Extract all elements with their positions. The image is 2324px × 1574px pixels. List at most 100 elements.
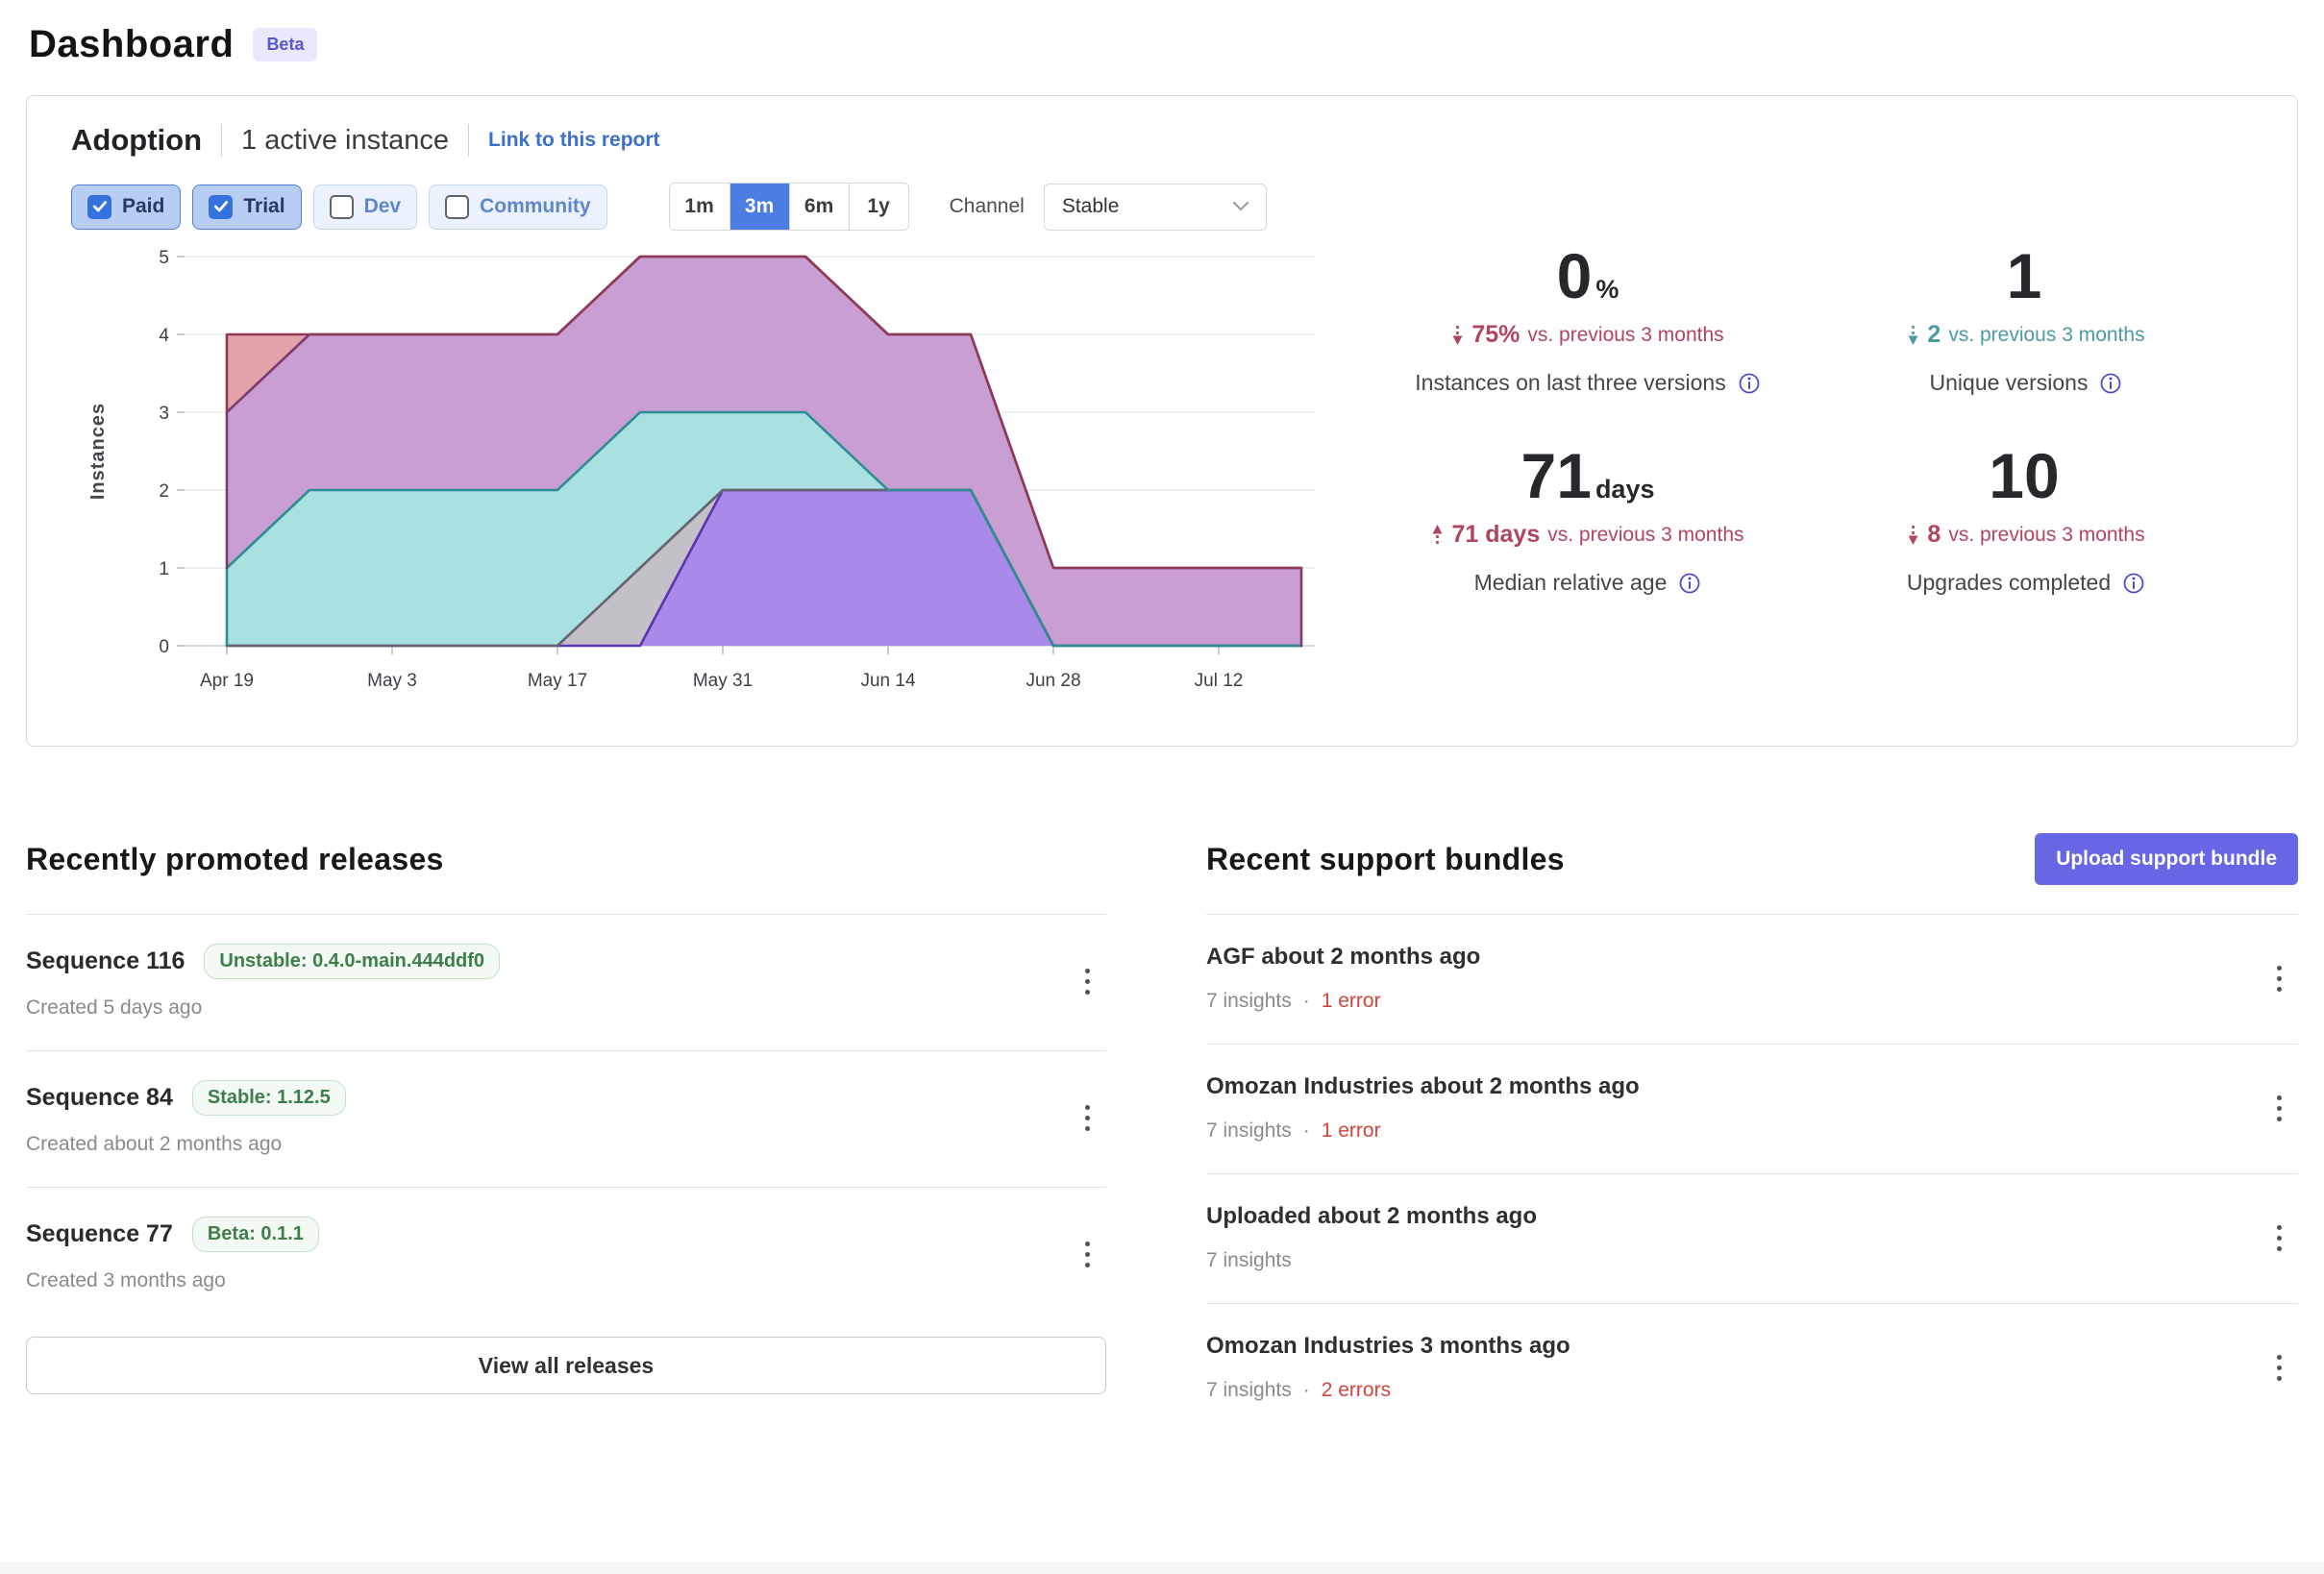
time-range-group: 1m 3m 6m 1y — [668, 183, 909, 231]
checkbox-checked-icon[interactable] — [209, 194, 234, 219]
kebab-menu-icon[interactable] — [2260, 1088, 2298, 1129]
kebab-menu-icon[interactable] — [1068, 961, 1106, 1002]
info-icon[interactable] — [2099, 372, 2122, 395]
svg-text:Jun 28: Jun 28 — [1026, 671, 1080, 691]
stat-label: Upgrades completed — [1906, 570, 2112, 595]
stat-median-relative-age: 71 days 71 days vs. previous 3 months Med… — [1369, 444, 1807, 596]
release-title: Sequence 116 — [26, 947, 185, 974]
svg-text:0: 0 — [159, 637, 169, 657]
dot-separator: · — [1302, 990, 1310, 1012]
svg-text:May 31: May 31 — [693, 671, 753, 691]
kebab-menu-icon[interactable] — [2260, 958, 2298, 999]
range-3m-button[interactable]: 3m — [729, 184, 789, 230]
active-instance-count: 1 active instance — [241, 124, 450, 156]
bundle-row[interactable]: Uploaded about 2 months ago 7 insights · — [1206, 1174, 2298, 1304]
dot-separator: · — [1302, 1379, 1310, 1401]
stat-value: 0% — [1556, 240, 1619, 311]
svg-text:May 17: May 17 — [528, 671, 587, 691]
info-icon[interactable] — [1678, 572, 1701, 595]
checkbox-unchecked-icon[interactable] — [445, 194, 470, 219]
bundle-insights: 7 insights — [1206, 990, 1292, 1012]
bundle-errors: 1 error — [1321, 990, 1381, 1012]
filter-community-label: Community — [480, 195, 591, 217]
svg-text:Apr 19: Apr 19 — [200, 671, 254, 691]
release-row[interactable]: Sequence 84 Stable: 1.12.5 Created about… — [26, 1051, 1106, 1188]
stat-trend: 75% vs. previous 3 months — [1369, 321, 1807, 349]
recently-promoted-releases-section: Recently promoted releases Sequence 116 … — [26, 829, 1106, 1433]
release-row[interactable]: Sequence 116 Unstable: 0.4.0-main.444ddf… — [26, 915, 1106, 1051]
channel-filter: Channel Stable — [950, 183, 1267, 231]
checkbox-unchecked-icon[interactable] — [329, 194, 354, 219]
checkbox-checked-icon[interactable] — [87, 194, 111, 219]
filter-paid[interactable]: Paid — [71, 184, 182, 230]
svg-text:1: 1 — [159, 559, 169, 579]
divider — [221, 124, 223, 157]
bundle-row[interactable]: Omozan Industries 3 months ago 7 insight… — [1206, 1304, 2298, 1433]
stat-trend: 71 days vs. previous 3 months — [1369, 521, 1807, 549]
kebab-menu-icon[interactable] — [1068, 1097, 1106, 1139]
trend-value: 8 — [1927, 521, 1941, 548]
svg-text:Jun 14: Jun 14 — [860, 671, 915, 691]
adoption-stats: 0% 75% vs. previous 3 months Instances o… — [1330, 238, 2264, 728]
upload-support-bundle-button[interactable]: Upload support bundle — [2035, 833, 2298, 885]
filter-dev-label: Dev — [363, 195, 402, 217]
channel-select[interactable]: Stable — [1043, 183, 1267, 231]
trend-arrow-icon — [1432, 525, 1443, 544]
view-all-releases-button[interactable]: View all releases — [26, 1337, 1106, 1394]
filter-row: Paid Trial Dev Community 1m 3m 6m 1y Cha… — [60, 183, 2264, 231]
filter-dev[interactable]: Dev — [312, 184, 418, 230]
divider — [1206, 914, 2298, 915]
release-version-badge: Unstable: 0.4.0-main.444ddf0 — [204, 944, 501, 979]
bundle-insights: 7 insights — [1206, 1119, 1292, 1142]
svg-text:4: 4 — [159, 326, 169, 346]
kebab-menu-icon[interactable] — [2260, 1347, 2298, 1389]
range-1y-button[interactable]: 1y — [848, 184, 908, 230]
bundle-errors: 1 error — [1321, 1119, 1381, 1142]
trend-caption: vs. previous 3 months — [1547, 523, 1744, 546]
svg-text:3: 3 — [159, 404, 169, 424]
release-created: Created 3 months ago — [26, 1269, 226, 1291]
svg-text:2: 2 — [159, 481, 169, 502]
stat-instances-last-three-versions: 0% 75% vs. previous 3 months Instances o… — [1369, 244, 1807, 396]
filter-paid-label: Paid — [122, 195, 165, 217]
stat-trend: 8 vs. previous 3 months — [1807, 521, 2245, 549]
release-created: Created 5 days ago — [26, 996, 203, 1019]
link-to-report[interactable]: Link to this report — [488, 129, 660, 151]
adoption-card-header: Adoption 1 active instance Link to this … — [60, 123, 2264, 158]
kebab-menu-icon[interactable] — [1068, 1234, 1106, 1275]
kebab-menu-icon[interactable] — [2260, 1217, 2298, 1259]
filter-trial[interactable]: Trial — [192, 184, 302, 230]
divider — [26, 914, 1106, 915]
bundle-row[interactable]: AGF about 2 months ago 7 insights · 1 er… — [1206, 915, 2298, 1045]
info-icon[interactable] — [2122, 572, 2145, 595]
release-row[interactable]: Sequence 77 Beta: 0.1.1 Created 3 months… — [26, 1188, 1106, 1323]
filter-community[interactable]: Community — [429, 184, 607, 230]
bundles-heading: Recent support bundles — [1206, 841, 1565, 876]
trend-caption: vs. previous 3 months — [1527, 323, 1724, 346]
bundle-row[interactable]: Omozan Industries about 2 months ago 7 i… — [1206, 1045, 2298, 1174]
release-version-badge: Stable: 1.12.5 — [191, 1080, 346, 1116]
bundle-insights: 7 insights — [1206, 1249, 1292, 1271]
releases-heading: Recently promoted releases — [26, 841, 444, 876]
dot-separator: · — [1302, 1119, 1310, 1142]
stat-value: 10 — [1989, 440, 2060, 511]
page-header: Dashboard Beta — [0, 0, 2324, 66]
stat-label: Unique versions — [1929, 370, 2089, 395]
range-1m-button[interactable]: 1m — [669, 184, 729, 230]
stat-label: Median relative age — [1473, 570, 1668, 595]
svg-text:Jul 12: Jul 12 — [1195, 671, 1244, 691]
info-icon[interactable] — [1738, 372, 1761, 395]
bundle-title: Uploaded about 2 months ago — [1206, 1203, 1538, 1229]
bundle-insights: 7 insights — [1206, 1379, 1292, 1401]
page-title: Dashboard — [29, 23, 235, 65]
divider — [468, 124, 470, 157]
release-title: Sequence 77 — [26, 1220, 173, 1247]
chevron-down-icon — [1232, 202, 1249, 211]
trend-arrow-icon — [1452, 326, 1463, 345]
svg-text:May 3: May 3 — [367, 671, 417, 691]
range-6m-button[interactable]: 6m — [788, 184, 849, 230]
bundle-title: Omozan Industries about 2 months ago — [1206, 1073, 1640, 1099]
bundle-title: AGF about 2 months ago — [1206, 944, 1481, 970]
trend-arrow-icon — [1908, 526, 1918, 545]
adoption-title: Adoption — [71, 123, 203, 157]
